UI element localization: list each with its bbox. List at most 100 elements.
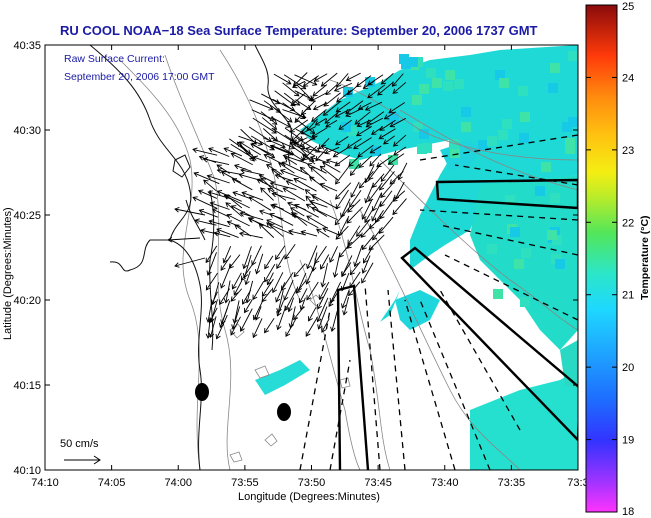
depth-contour — [329, 79, 578, 161]
current-vector — [356, 119, 371, 128]
current-vector — [269, 181, 297, 191]
current-vector — [282, 154, 308, 164]
depth-contour — [219, 49, 301, 301]
current-vector — [310, 166, 327, 182]
current-vector — [340, 272, 350, 292]
current-vector — [361, 255, 371, 274]
current-vector — [254, 306, 262, 321]
sst-region — [255, 360, 310, 395]
current-vector — [293, 177, 317, 192]
site-marker — [277, 403, 291, 421]
current-vector — [216, 227, 239, 239]
current-vector — [256, 178, 283, 193]
y-tick-label: 40:25 — [13, 210, 41, 222]
current-vector — [308, 176, 329, 192]
current-vector — [316, 288, 329, 310]
x-tick-label: 73:3 — [567, 477, 588, 489]
current-vector — [223, 147, 243, 157]
current-vector — [379, 171, 395, 191]
y-tick-label: 40:10 — [13, 465, 41, 477]
sst-cell — [401, 59, 411, 69]
current-vector — [283, 92, 301, 106]
current-vector — [285, 180, 305, 191]
depth-contour — [359, 209, 521, 470]
current-vector — [330, 308, 339, 333]
current-vector — [272, 272, 284, 294]
current-vector — [362, 246, 374, 264]
sst-cell — [547, 230, 557, 240]
current-vector — [391, 73, 404, 87]
current-vector — [341, 262, 352, 277]
current-vector — [338, 119, 352, 130]
shipping-channels — [336, 178, 578, 470]
sst-heatmap — [255, 45, 578, 470]
current-vector — [321, 318, 330, 333]
y-axis: 40:35 40:30 40:25 40:20 40:15 40:10 — [13, 40, 578, 477]
shipping-channel — [435, 178, 578, 210]
current-vector — [205, 245, 218, 264]
current-vector — [364, 101, 383, 111]
current-vector — [360, 225, 373, 238]
current-vector — [368, 234, 385, 251]
current-vector — [320, 263, 328, 288]
colorbar-ticks: 25 24 23 22 21 20 19 18 — [586, 1, 634, 518]
current-vector — [219, 288, 231, 305]
sst-cell — [514, 259, 524, 269]
coastline-segment — [172, 154, 191, 178]
current-vector — [306, 163, 327, 174]
current-vector — [220, 255, 232, 271]
current-vector — [241, 191, 264, 201]
current-vector — [288, 229, 307, 236]
sst-cell — [510, 227, 520, 237]
current-vector — [239, 308, 253, 332]
current-vector — [357, 144, 374, 158]
traffic-lane — [454, 164, 578, 186]
current-vector — [319, 165, 339, 181]
sst-cell — [388, 155, 398, 165]
sst-cell — [505, 195, 515, 205]
current-vector — [299, 166, 316, 182]
current-vector — [312, 102, 328, 111]
current-vector — [231, 272, 242, 290]
current-vector — [266, 272, 274, 286]
current-vector — [233, 163, 252, 172]
current-vector — [274, 173, 294, 182]
sst-region — [395, 290, 440, 330]
current-vector — [348, 281, 361, 297]
current-vector — [248, 217, 272, 229]
current-vector — [269, 212, 294, 226]
current-vector — [206, 252, 217, 276]
current-vector — [319, 182, 338, 192]
current-vector — [254, 253, 264, 275]
sst-cell — [365, 77, 375, 87]
current-vector — [305, 146, 328, 154]
x-tick-label: 74:10 — [31, 477, 59, 489]
current-vector — [275, 245, 286, 261]
current-vector — [300, 126, 317, 135]
current-vector — [356, 126, 373, 137]
current-vector — [320, 72, 338, 87]
current-vector — [306, 215, 329, 229]
current-vector — [298, 288, 308, 304]
current-vector — [349, 271, 361, 288]
current-vector — [329, 281, 342, 304]
current-vector — [361, 235, 375, 251]
current-vector — [371, 192, 382, 212]
site-marker — [195, 383, 209, 401]
current-vector — [335, 225, 349, 240]
depth-contour — [264, 433, 278, 447]
current-vector — [268, 223, 294, 236]
current-vector — [357, 102, 372, 110]
current-vector — [387, 153, 405, 165]
current-vector — [271, 191, 296, 200]
current-vector — [203, 179, 217, 192]
current-vector — [376, 155, 393, 168]
current-vector — [198, 208, 219, 218]
current-vector — [276, 300, 285, 317]
current-vector — [260, 111, 278, 125]
current-vector — [249, 99, 274, 111]
sst-region — [470, 370, 578, 470]
sst-cell — [487, 244, 497, 254]
sst-cell — [419, 129, 429, 139]
sst-cell — [461, 107, 471, 117]
